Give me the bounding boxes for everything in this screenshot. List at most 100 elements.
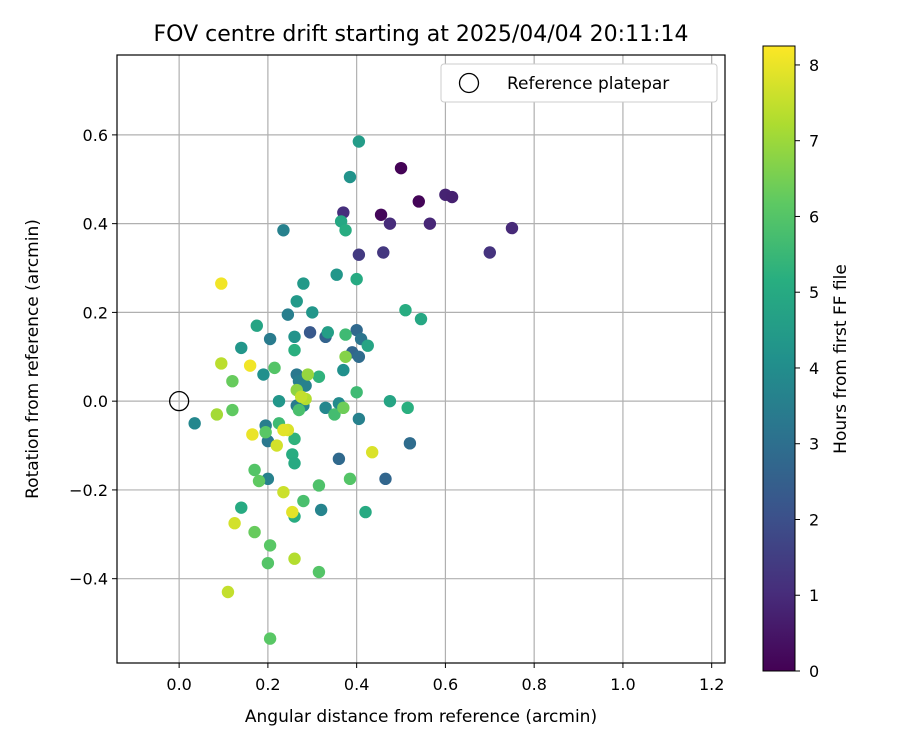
data-point-9	[377, 246, 390, 259]
data-point-90	[210, 408, 224, 421]
colorbar-tick-label-3: 3	[809, 435, 819, 454]
data-point-98	[221, 585, 235, 599]
data-point-59	[288, 343, 301, 357]
data-point-53	[399, 303, 412, 317]
data-point-73	[292, 403, 306, 417]
colorbar: 0 1 2 3 4 5 6 7 8 Hours from first FF file	[762, 45, 851, 681]
data-point-38	[235, 341, 248, 355]
data-point-43	[330, 268, 343, 281]
data-point-102	[246, 428, 259, 441]
data-point-32	[314, 503, 328, 517]
data-point-57	[359, 505, 372, 519]
data-point-86	[339, 350, 352, 363]
data-point-22	[281, 308, 295, 321]
data-point-63	[288, 457, 301, 470]
data-points	[188, 135, 519, 645]
data-point-66	[339, 328, 352, 341]
data-point-4	[445, 190, 459, 204]
colorbar-gradient	[762, 45, 796, 672]
data-point-16	[352, 350, 366, 363]
legend: Reference platepar	[440, 63, 718, 103]
data-point-85	[337, 401, 350, 415]
data-point-80	[263, 632, 277, 645]
data-point-54	[414, 312, 428, 326]
data-point-93	[294, 390, 308, 403]
reference-platepar-marker	[168, 391, 190, 412]
colorbar-tick-label-0: 0	[809, 662, 819, 681]
colorbar-tick-label-2: 2	[809, 510, 819, 529]
data-point-74	[268, 361, 281, 375]
colorbar-ticks: 0 1 2 3 4 5 6 7 8	[795, 56, 819, 681]
reference-point-layer	[168, 391, 190, 412]
colorbar-tick-label-6: 6	[809, 207, 819, 226]
grid	[117, 55, 725, 663]
data-point-35	[352, 412, 366, 426]
data-point-55	[383, 394, 397, 408]
data-point-11	[352, 248, 366, 261]
data-point-78	[261, 556, 275, 570]
data-point-72	[343, 472, 357, 486]
data-point-1	[412, 195, 425, 208]
data-point-2	[374, 208, 388, 221]
x-axis-label: Angular distance from reference (arcmin)	[245, 707, 597, 727]
data-point-101	[277, 423, 290, 437]
data-point-46	[337, 363, 350, 377]
x-axis-ticks: 0.0 0.2 0.4 0.6 0.8 1.0 1.2	[166, 663, 724, 694]
y-axis-label: Rotation from reference (arcmin)	[23, 219, 43, 499]
data-point-6	[505, 221, 519, 235]
data-point-71	[312, 479, 326, 492]
data-point-58	[250, 319, 263, 332]
data-point-7	[483, 246, 496, 259]
colorbar-tick-label-4: 4	[809, 359, 819, 378]
data-point-33	[319, 401, 332, 415]
data-point-95	[270, 439, 283, 452]
data-point-21	[277, 224, 290, 237]
data-point-39	[288, 330, 301, 344]
legend-marker-reference	[458, 72, 480, 94]
colorbar-label: Hours from first FF file	[831, 264, 851, 454]
legend-box	[440, 63, 718, 103]
data-point-42	[297, 277, 310, 290]
data-point-40	[306, 306, 319, 319]
data-point-48	[321, 326, 335, 339]
data-point-44	[343, 170, 357, 184]
data-point-23	[263, 332, 277, 346]
data-point-91	[215, 357, 228, 370]
data-point-52	[361, 339, 374, 352]
data-point-18	[403, 437, 417, 450]
colorbar-tick-label-8: 8	[809, 56, 819, 75]
data-point-56	[401, 401, 414, 415]
data-point-67	[350, 386, 363, 399]
data-point-81	[248, 525, 261, 539]
data-point-99	[286, 505, 299, 519]
legend-entry-reference: Reference platepar	[507, 74, 669, 94]
data-point-79	[312, 565, 326, 579]
x-tick-label-2: 0.4	[344, 675, 369, 694]
data-point-83	[226, 403, 239, 417]
x-tick-label-0: 0.0	[166, 675, 191, 694]
plot-frame	[116, 54, 726, 664]
data-point-89	[288, 552, 301, 565]
data-point-82	[226, 374, 239, 388]
data-point-70	[297, 494, 310, 508]
data-point-94	[277, 485, 290, 499]
y-tick-label-4: 0.4	[83, 215, 108, 234]
data-point-97	[228, 517, 241, 530]
data-point-76	[252, 474, 266, 488]
data-point-77	[263, 539, 277, 552]
data-point-104	[215, 277, 228, 290]
data-point-88	[301, 368, 315, 381]
data-point-41	[290, 295, 303, 308]
colorbar-tick-label-1: 1	[809, 586, 819, 605]
data-point-36	[188, 417, 201, 430]
data-point-12	[303, 326, 317, 339]
y-tick-label-5: 0.6	[83, 126, 108, 145]
data-point-47	[272, 394, 286, 408]
data-point-64	[312, 370, 326, 383]
data-point-19	[332, 452, 346, 466]
colorbar-tick-label-5: 5	[809, 283, 819, 302]
data-point-84	[259, 426, 272, 439]
x-tick-label-6: 1.2	[699, 675, 724, 694]
x-tick-label-1: 0.2	[255, 675, 280, 694]
